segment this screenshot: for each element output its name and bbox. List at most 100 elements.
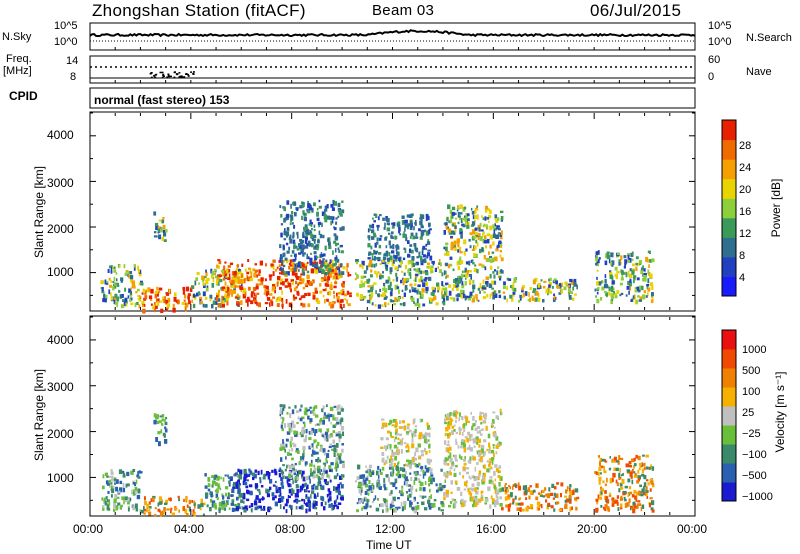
data-cell — [423, 254, 427, 258]
data-cell — [471, 455, 474, 461]
data-cell — [338, 209, 340, 213]
data-cell — [303, 235, 306, 239]
data-cell — [183, 505, 185, 511]
data-cell — [494, 256, 498, 262]
data-cell — [370, 292, 374, 297]
data-cell — [294, 493, 298, 498]
data-cell — [467, 487, 470, 493]
data-cell — [449, 457, 453, 463]
data-cell — [409, 244, 413, 247]
data-cell — [246, 479, 249, 482]
data-cell — [323, 253, 326, 257]
data-cell — [296, 489, 300, 493]
data-cell — [316, 244, 320, 249]
data-cell — [282, 464, 285, 467]
data-cell — [324, 245, 327, 251]
data-cell — [475, 476, 479, 481]
data-cell — [256, 505, 260, 510]
data-cell — [224, 293, 227, 299]
data-cell — [371, 483, 374, 487]
data-cell — [216, 277, 220, 282]
data-cell — [545, 288, 549, 294]
data-cell — [479, 236, 483, 241]
data-cell — [305, 494, 308, 498]
data-cell — [473, 477, 477, 482]
data-cell — [266, 288, 270, 293]
data-cell — [594, 471, 598, 474]
data-cell — [301, 459, 304, 462]
data-cell — [383, 256, 387, 260]
data-cell — [174, 292, 177, 297]
data-cell — [537, 283, 541, 288]
data-cell — [388, 458, 391, 463]
power-colorbar-segment — [722, 217, 736, 238]
data-cell — [110, 292, 112, 296]
data-cell — [259, 283, 263, 286]
data-cell — [596, 276, 598, 280]
freq-dip-point — [161, 76, 164, 79]
data-cell — [246, 498, 250, 502]
data-cell — [651, 258, 655, 263]
data-cell — [633, 463, 637, 467]
data-cell — [104, 472, 108, 477]
data-cell — [271, 301, 274, 307]
data-cell — [143, 512, 146, 515]
data-cell — [137, 476, 141, 479]
data-cell — [362, 477, 365, 482]
data-cell — [451, 206, 456, 211]
data-cell — [344, 297, 347, 301]
data-cell — [429, 427, 432, 430]
data-cell — [455, 278, 459, 282]
data-cell — [282, 281, 285, 286]
data-cell — [297, 262, 301, 265]
data-cell — [438, 262, 441, 265]
freq-dip-point — [187, 73, 190, 76]
data-cell — [130, 290, 132, 295]
data-cell — [469, 487, 473, 491]
data-cell — [399, 303, 403, 306]
data-cell — [431, 286, 435, 290]
data-cell — [626, 502, 630, 507]
data-cell — [247, 286, 251, 291]
data-cell — [471, 259, 474, 262]
data-cell — [444, 252, 447, 256]
data-cell — [361, 481, 365, 486]
data-cell — [396, 462, 399, 466]
data-cell — [448, 263, 453, 267]
data-cell — [455, 419, 457, 424]
data-cell — [595, 471, 599, 475]
data-cell — [475, 436, 479, 441]
data-cell — [110, 265, 113, 269]
data-cell — [300, 248, 304, 252]
data-cell — [504, 492, 508, 495]
data-cell — [163, 232, 167, 237]
data-cell — [205, 272, 208, 277]
data-cell — [367, 492, 370, 496]
nave-tick-bottom: 0 — [708, 71, 715, 83]
data-cell — [113, 501, 116, 506]
data-cell — [419, 432, 423, 437]
data-cell — [475, 207, 478, 210]
data-cell — [340, 484, 344, 489]
data-cell — [226, 496, 230, 500]
data-cell — [236, 271, 240, 276]
data-cell — [469, 492, 473, 497]
data-cell — [389, 431, 392, 437]
data-cell — [102, 474, 105, 479]
data-cell — [254, 301, 257, 305]
data-cell — [141, 304, 145, 307]
data-cell — [105, 282, 109, 285]
data-cell — [574, 488, 579, 493]
data-cell — [319, 459, 322, 463]
data-cell — [235, 481, 238, 487]
data-cell — [450, 491, 453, 494]
data-cell — [245, 485, 249, 489]
data-cell — [236, 496, 239, 501]
data-cell — [445, 489, 450, 495]
data-cell — [391, 449, 394, 453]
data-cell — [418, 251, 421, 254]
data-cell — [470, 275, 472, 280]
data-cell — [322, 415, 325, 418]
data-cell — [138, 299, 142, 302]
data-cell — [475, 487, 479, 490]
